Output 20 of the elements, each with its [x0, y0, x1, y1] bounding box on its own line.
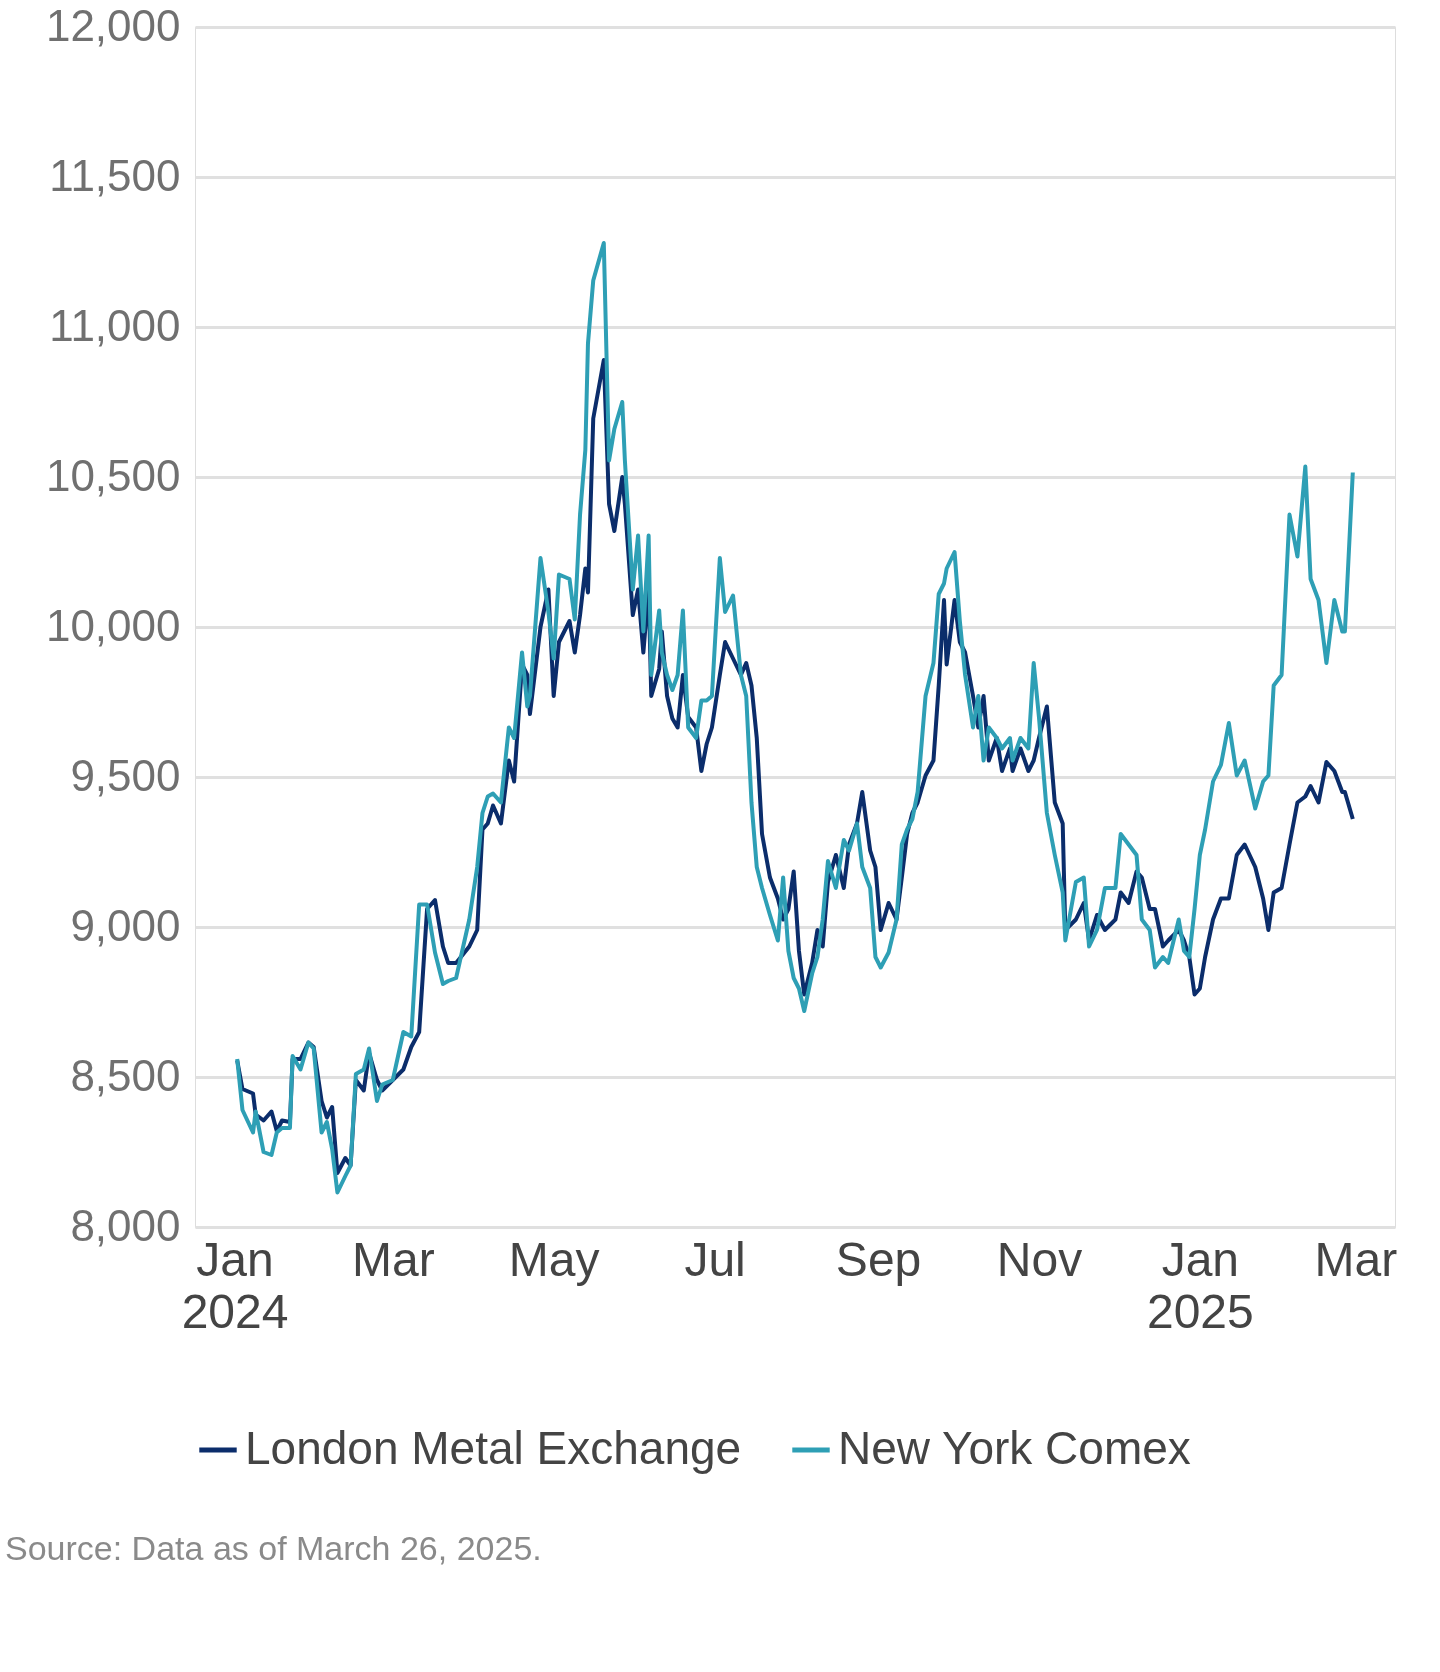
y-tick-label: 12,000 — [45, 0, 181, 50]
x-tick-label: Sep — [835, 1232, 922, 1286]
x-tick-label: May — [508, 1232, 600, 1286]
x-tick-label: Nov — [996, 1232, 1083, 1286]
source-note: Source: Data as of March 26, 2025. — [5, 1529, 542, 1567]
y-tick-label: 9,500 — [70, 750, 181, 800]
x-tick-label: Mar — [351, 1232, 435, 1286]
y-tick-label: 10,000 — [45, 600, 181, 650]
y-tick-label: 10,500 — [45, 450, 181, 500]
y-tick-label: 8,000 — [70, 1200, 181, 1250]
y-tick-label: 11,500 — [49, 150, 181, 200]
x-tick-label: Jan 2024 — [181, 1232, 289, 1338]
legend-label: London Metal Exchange — [245, 1422, 742, 1474]
y-tick-label: 11,000 — [49, 300, 181, 350]
x-tick-label: Jul — [684, 1232, 746, 1286]
legend-label: New York Comex — [838, 1422, 1191, 1474]
x-tick-label: Mar — [1314, 1232, 1398, 1286]
x-tick-label: Jan 2025 — [1146, 1232, 1254, 1338]
y-tick-label: 9,000 — [70, 900, 181, 950]
y-tick-label: 8,500 — [70, 1050, 181, 1100]
